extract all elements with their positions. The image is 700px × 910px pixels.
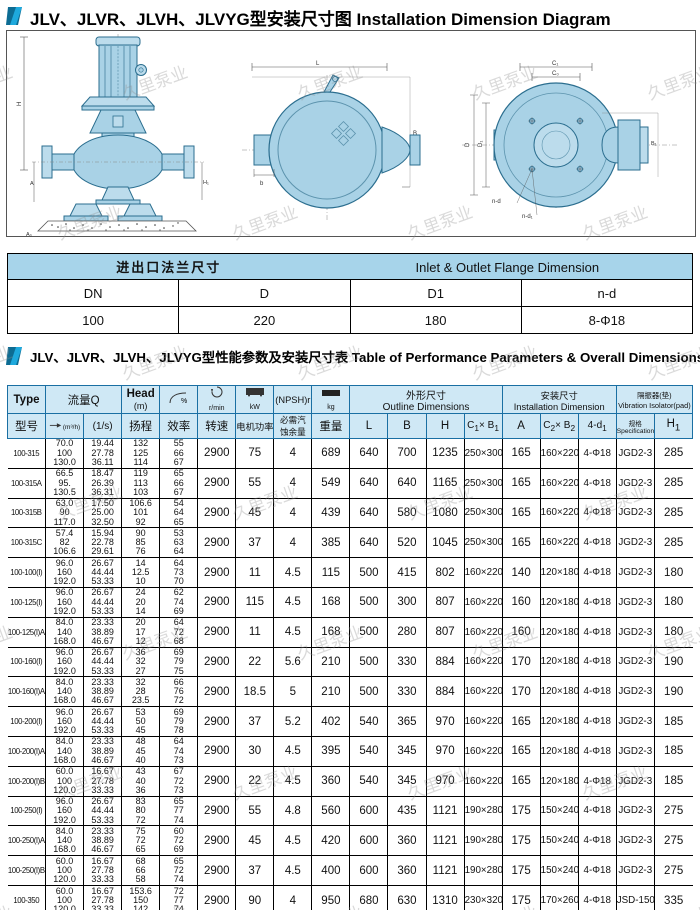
svg-text:%: % — [181, 398, 187, 404]
svg-text:A₀: A₀ — [26, 232, 32, 237]
svg-text:D: D — [465, 142, 471, 147]
svg-text:A: A — [30, 181, 34, 187]
svg-text:B₁: B₁ — [651, 141, 657, 147]
svg-text:n-d: n-d — [492, 199, 501, 205]
svg-text:D₁: D₁ — [478, 141, 484, 147]
svg-text:b: b — [260, 181, 264, 187]
svg-text:L: L — [316, 61, 320, 67]
svg-text:C₁: C₁ — [552, 61, 558, 67]
svg-text:H: H — [17, 102, 23, 106]
svg-text:n-d₁: n-d₁ — [522, 214, 533, 220]
svg-text:C₀: C₀ — [552, 71, 559, 77]
svg-text:H₁: H₁ — [203, 180, 209, 186]
